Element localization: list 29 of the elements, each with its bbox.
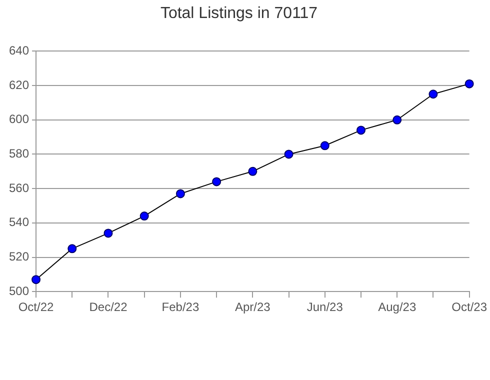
x-tick-label: Jun/23 <box>306 300 344 314</box>
point <box>248 166 258 176</box>
point <box>68 244 77 254</box>
point <box>176 189 185 198</box>
point <box>32 275 41 284</box>
point <box>320 141 330 150</box>
y-tick-label: 540 <box>8 215 30 230</box>
y-tick-label: 520 <box>8 250 30 264</box>
x-tick-label: Dec/22 <box>89 300 128 314</box>
point <box>284 150 294 159</box>
point <box>140 212 149 221</box>
y-tick-label: 580 <box>8 146 30 161</box>
point <box>392 115 402 124</box>
point <box>356 126 366 135</box>
x-tick-label: Apr/23 <box>234 300 271 314</box>
x-tick-label: Aug/23 <box>378 300 416 314</box>
y-tick-label: 640 <box>8 44 30 58</box>
point <box>464 79 474 88</box>
x-tick-label: Oct/23 <box>452 300 488 314</box>
y-tick-label: 560 <box>8 180 30 195</box>
chart-title: Total Listings in 70117 <box>160 5 318 22</box>
x-tick-label: Oct/22 <box>18 300 54 314</box>
y-tick-label: 620 <box>8 78 30 92</box>
x-tick-label: Feb/23 <box>162 300 200 314</box>
y-tick-label: 600 <box>8 112 30 126</box>
point <box>212 177 222 186</box>
y-tick-label: 500 <box>8 284 30 298</box>
point <box>428 90 438 99</box>
point <box>104 228 113 238</box>
